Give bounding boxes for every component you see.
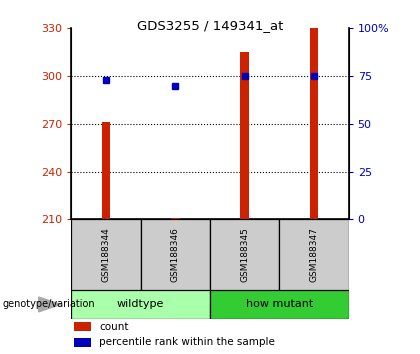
Bar [210, 219, 279, 290]
Text: GDS3255 / 149341_at: GDS3255 / 149341_at [137, 19, 283, 33]
Bar [71, 290, 210, 319]
Bar [171, 218, 179, 219]
Bar [102, 122, 110, 219]
Bar [241, 52, 249, 219]
Text: percentile rank within the sample: percentile rank within the sample [99, 337, 275, 347]
Text: how mutant: how mutant [246, 299, 313, 309]
Bar [74, 338, 91, 347]
Text: GSM188347: GSM188347 [310, 227, 318, 282]
Text: count: count [99, 322, 129, 332]
Text: GSM188345: GSM188345 [240, 227, 249, 282]
Polygon shape [39, 297, 61, 312]
Bar [310, 28, 318, 219]
Bar [141, 219, 210, 290]
Text: GSM188344: GSM188344 [102, 228, 110, 282]
Text: wildtype: wildtype [117, 299, 164, 309]
Bar [210, 290, 349, 319]
Bar [71, 219, 141, 290]
Bar [74, 322, 91, 331]
Text: genotype/variation: genotype/variation [2, 299, 95, 309]
Text: GSM188346: GSM188346 [171, 227, 180, 282]
Bar [279, 219, 349, 290]
